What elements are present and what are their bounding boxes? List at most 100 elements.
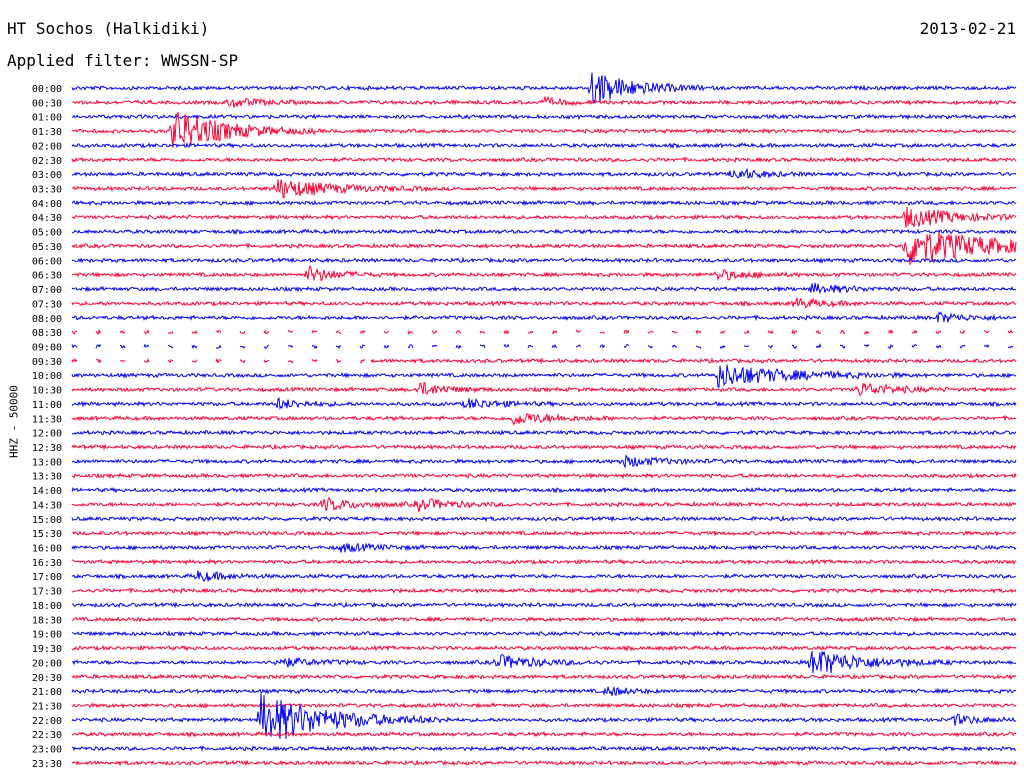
trace-0430: [71, 206, 1017, 228]
row-time-label: 06:00: [32, 256, 62, 267]
trace-1600: [71, 542, 1017, 553]
trace-0030: [71, 95, 1017, 108]
trace-0200: [71, 141, 1017, 150]
trace-0730: [71, 297, 1017, 309]
trace-0530: [71, 231, 1017, 266]
row-time-label: 23:00: [32, 745, 62, 756]
row-time-label: 13:30: [32, 472, 62, 483]
row-time-label: 11:00: [32, 400, 62, 411]
row-time-label: 02:30: [32, 156, 62, 167]
trace-0000: [71, 72, 1017, 105]
row-time-label: 09:00: [32, 342, 62, 353]
row-time-label: 19:00: [32, 630, 62, 641]
trace-0500: [72, 228, 1017, 236]
row-time-label: 19:30: [32, 644, 62, 655]
row-time-label: 20:30: [32, 673, 62, 684]
trace-2100: [71, 686, 1016, 697]
trace-1000: [71, 364, 1017, 388]
row-time-label: 15:30: [32, 529, 62, 540]
trace-1630: [71, 558, 1017, 566]
row-time-label: 17:00: [32, 572, 62, 583]
trace-1100: [71, 397, 1017, 411]
row-time-label: 07:30: [32, 299, 62, 310]
row-time-label: 05:30: [32, 242, 62, 253]
row-time-label: 17:30: [32, 587, 62, 598]
row-time-label: 04:30: [32, 213, 62, 224]
row-time-label: 16:30: [32, 558, 62, 569]
trace-0800: [71, 310, 1017, 323]
trace-1430: [71, 496, 1017, 513]
row-time-label: 21:30: [32, 701, 62, 712]
trace-0130: [71, 112, 1017, 148]
row-time-label: 07:00: [32, 285, 62, 296]
row-time-label: 05:00: [32, 228, 62, 239]
row-time-label: 04:00: [32, 199, 62, 210]
trace-0930: [71, 357, 1017, 365]
trace-0330: [71, 179, 1017, 199]
row-time-label: 15:00: [32, 515, 62, 526]
row-time-label: 21:00: [32, 687, 62, 698]
row-time-label: 23:30: [32, 759, 62, 770]
trace-0230: [71, 156, 1017, 164]
trace-1500: [71, 515, 1017, 523]
row-time-label: 11:30: [32, 414, 62, 425]
trace-0100: [71, 113, 1017, 121]
trace-2330: [71, 759, 1017, 767]
trace-1800: [72, 601, 1017, 609]
trace-1200: [71, 428, 1017, 436]
trace-2130: [71, 701, 1017, 709]
row-time-label: 14:30: [32, 500, 62, 511]
trace-2230: [71, 730, 1017, 738]
row-time-label: 20:00: [32, 658, 62, 669]
trace-0900: [71, 343, 1014, 350]
trace-2030: [71, 673, 1017, 681]
trace-1400: [71, 486, 1017, 494]
row-time-label: 18:30: [32, 615, 62, 626]
row-time-label: 12:00: [32, 429, 62, 440]
row-time-label: 22:00: [32, 716, 62, 727]
trace-1900: [71, 630, 1017, 638]
trace-1830: [71, 615, 1017, 623]
row-time-label: 00:30: [32, 98, 62, 109]
row-time-label: 13:00: [32, 457, 62, 468]
trace-0400: [71, 199, 1017, 207]
trace-2000: [71, 650, 1016, 674]
row-time-label: 16:00: [32, 544, 62, 555]
row-time-label: 00:00: [32, 84, 62, 95]
row-time-label: 08:00: [32, 314, 62, 325]
row-time-label: 02:00: [32, 141, 62, 152]
row-time-label: 10:00: [32, 371, 62, 382]
trace-1030: [71, 382, 1017, 397]
trace-0600: [71, 256, 1017, 264]
station-title: HT Sochos (Halkidiki): [7, 19, 210, 38]
row-time-label: 14:00: [32, 486, 62, 497]
trace-2200: [71, 693, 1017, 740]
date-label: 2013-02-21: [919, 19, 1016, 38]
row-time-label: 01:00: [32, 113, 62, 124]
row-time-label: 09:30: [32, 357, 62, 368]
row-time-label: 18:00: [32, 601, 62, 612]
row-time-label: 06:30: [32, 271, 62, 282]
row-time-label: 03:00: [32, 170, 62, 181]
trace-1130: [71, 412, 1017, 426]
trace-1230: [71, 443, 1017, 451]
trace-1330: [71, 472, 1017, 480]
trace-1300: [71, 454, 1017, 469]
trace-2300: [71, 744, 1017, 752]
row-time-label: 12:30: [32, 443, 62, 454]
trace-0630: [71, 265, 1017, 282]
row-time-label: 03:30: [32, 185, 62, 196]
trace-0700: [71, 282, 1017, 295]
trace-0830: [71, 328, 1014, 336]
row-time-label: 01:30: [32, 127, 62, 138]
trace-1530: [71, 529, 1017, 537]
row-time-label: 10:30: [32, 386, 62, 397]
trace-1700: [71, 570, 1017, 583]
trace-0300: [71, 167, 1017, 179]
trace-1930: [71, 644, 1017, 652]
filter-label: Applied filter: WWSSN-SP: [7, 51, 239, 70]
trace-1730: [71, 586, 1017, 595]
row-time-label: 08:30: [32, 328, 62, 339]
row-time-label: 22:30: [32, 730, 62, 741]
